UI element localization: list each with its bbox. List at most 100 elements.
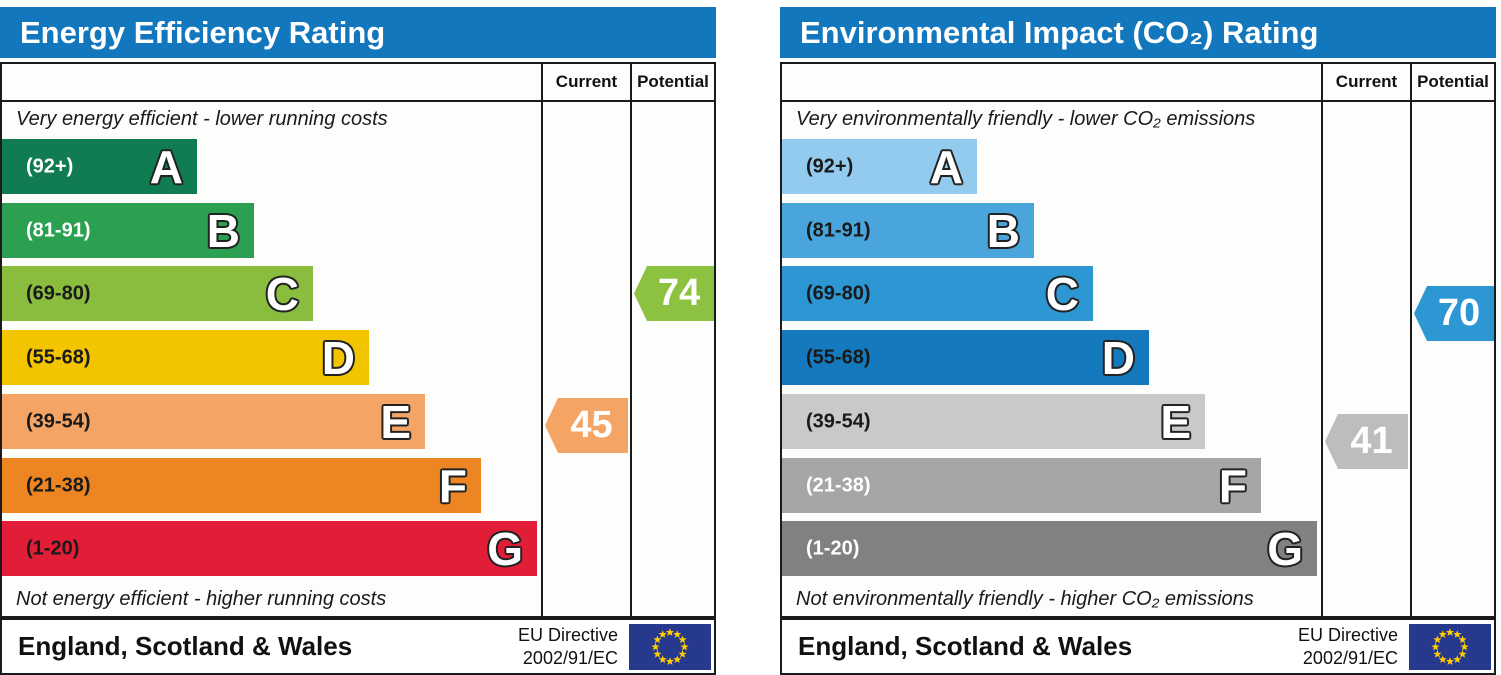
band-b: (81-91) B bbox=[2, 203, 254, 258]
eu-flag-star bbox=[1453, 630, 1462, 638]
band-letter: B bbox=[986, 204, 1020, 257]
region-label: England, Scotland & Wales bbox=[18, 631, 353, 661]
band-c: (69-80) C bbox=[782, 266, 1093, 321]
eu-flag-star bbox=[1458, 649, 1467, 658]
eu-flag-star bbox=[673, 655, 682, 664]
band-g: (1-20) G bbox=[2, 521, 537, 576]
band-letter: D bbox=[321, 331, 355, 384]
eu-flag-star bbox=[658, 655, 667, 664]
band-range-label: (81-91) bbox=[26, 219, 91, 241]
eu-flag-star bbox=[1460, 642, 1469, 651]
band-range-label: (69-80) bbox=[806, 282, 871, 304]
column-header-potential: Potential bbox=[1417, 72, 1489, 91]
band-letter: G bbox=[487, 522, 523, 575]
eu-flag-star bbox=[665, 628, 675, 636]
region-label: England, Scotland & Wales bbox=[798, 631, 1133, 661]
column-divider bbox=[630, 64, 632, 616]
band-f: (21-38) F bbox=[782, 458, 1261, 513]
band-range-label: (1-20) bbox=[26, 537, 80, 559]
band-letter: C bbox=[265, 267, 299, 320]
eu-directive-line1: EU Directive bbox=[1297, 625, 1398, 645]
band-range-label: (55-68) bbox=[806, 346, 871, 368]
eu-flag-icon bbox=[629, 624, 711, 670]
bottom-caption: Not environmentally friendly - higher CO… bbox=[796, 588, 1254, 610]
eu-flag-star bbox=[1458, 635, 1467, 644]
band-range-label: (81-91) bbox=[806, 219, 871, 241]
band-letter: E bbox=[380, 395, 411, 448]
band-a: (92+) A bbox=[782, 139, 977, 194]
eu-flag-star bbox=[1433, 649, 1442, 658]
band-a: (92+) A bbox=[2, 139, 197, 194]
band-letter: F bbox=[1218, 459, 1247, 512]
band-letter: A bbox=[149, 140, 183, 193]
band-b: (81-91) B bbox=[782, 203, 1034, 258]
eu-flag-star bbox=[1438, 655, 1447, 664]
eu-flag-star bbox=[1431, 642, 1440, 651]
eu-flag-star bbox=[665, 657, 675, 665]
column-divider bbox=[541, 64, 543, 616]
band-letter: B bbox=[206, 204, 240, 257]
footer-energy: England, Scotland & Wales EU Directive 2… bbox=[0, 618, 716, 675]
panel-energy-efficiency: Energy Efficiency Rating Current Potenti… bbox=[0, 0, 716, 675]
band-range-label: (1-20) bbox=[806, 537, 860, 559]
potential-rating-arrow: 70 bbox=[1414, 286, 1494, 341]
column-header-current: Current bbox=[555, 72, 618, 91]
panel-title-energy: Energy Efficiency Rating bbox=[0, 7, 716, 58]
potential-rating-arrow: 74 bbox=[634, 266, 714, 321]
eu-flag-star bbox=[673, 630, 682, 638]
band-e: (39-54) E bbox=[2, 394, 425, 449]
eu-directive-line2: 2002/91/EC bbox=[522, 647, 618, 668]
band-f: (21-38) F bbox=[2, 458, 481, 513]
panel-environmental-impact: Environmental Impact (CO₂) Rating Curren… bbox=[780, 0, 1496, 675]
current-rating-arrow: 41 bbox=[1325, 414, 1408, 469]
band-range-label: (92+) bbox=[806, 155, 854, 177]
header-row-divider bbox=[782, 100, 1494, 102]
eu-directive-line2: 2002/91/EC bbox=[1302, 647, 1398, 668]
band-range-label: (39-54) bbox=[26, 410, 91, 432]
panel-title-environmental: Environmental Impact (CO₂) Rating bbox=[780, 7, 1496, 58]
eu-flag-star bbox=[1445, 628, 1455, 636]
band-range-label: (39-54) bbox=[806, 410, 871, 432]
band-c: (69-80) C bbox=[2, 266, 313, 321]
footer-environmental: England, Scotland & Wales EU Directive 2… bbox=[780, 618, 1496, 675]
band-letter: F bbox=[438, 459, 467, 512]
top-caption: Very energy efficient - lower running co… bbox=[16, 108, 388, 130]
band-range-label: (92+) bbox=[26, 155, 74, 177]
eu-flag-star bbox=[658, 630, 667, 638]
band-letter: E bbox=[1160, 395, 1191, 448]
top-caption: Very environmentally friendly - lower CO… bbox=[796, 108, 1256, 130]
eu-flag-star bbox=[1445, 657, 1455, 665]
band-letter: C bbox=[1045, 267, 1079, 320]
band-letter: A bbox=[929, 140, 963, 193]
eu-flag-star bbox=[678, 649, 687, 658]
bottom-caption: Not energy efficient - higher running co… bbox=[16, 588, 387, 610]
band-d: (55-68) D bbox=[782, 330, 1149, 385]
eu-flag-star bbox=[653, 635, 662, 644]
eu-flag-star bbox=[1453, 655, 1462, 664]
column-divider bbox=[1410, 64, 1412, 616]
band-g: (1-20) G bbox=[782, 521, 1317, 576]
band-range-label: (55-68) bbox=[26, 346, 91, 368]
band-range-label: (69-80) bbox=[26, 282, 91, 304]
eu-flag-star bbox=[653, 649, 662, 658]
band-e: (39-54) E bbox=[782, 394, 1205, 449]
rating-table-environmental: Current Potential Very environmentally f… bbox=[780, 62, 1496, 618]
column-header-current: Current bbox=[1335, 72, 1398, 91]
eu-flag-icon bbox=[1409, 624, 1491, 670]
band-range-label: (21-38) bbox=[26, 474, 91, 496]
band-letter: D bbox=[1101, 331, 1135, 384]
eu-flag-star bbox=[680, 642, 689, 651]
eu-directive-label: EU Directive 2002/91/EC bbox=[518, 624, 618, 669]
eu-directive-line1: EU Directive bbox=[517, 625, 618, 645]
rating-table-energy: Current Potential Very energy efficient … bbox=[0, 62, 716, 618]
current-rating-arrow: 45 bbox=[545, 398, 628, 453]
eu-flag-star bbox=[1433, 635, 1442, 644]
column-divider bbox=[1321, 64, 1323, 616]
eu-flag-star bbox=[651, 642, 660, 651]
eu-directive-label: EU Directive 2002/91/EC bbox=[1298, 624, 1398, 669]
band-letter: G bbox=[1267, 522, 1303, 575]
eu-flag-star bbox=[678, 635, 687, 644]
eu-flag-star bbox=[1438, 630, 1447, 638]
band-range-label: (21-38) bbox=[806, 474, 871, 496]
